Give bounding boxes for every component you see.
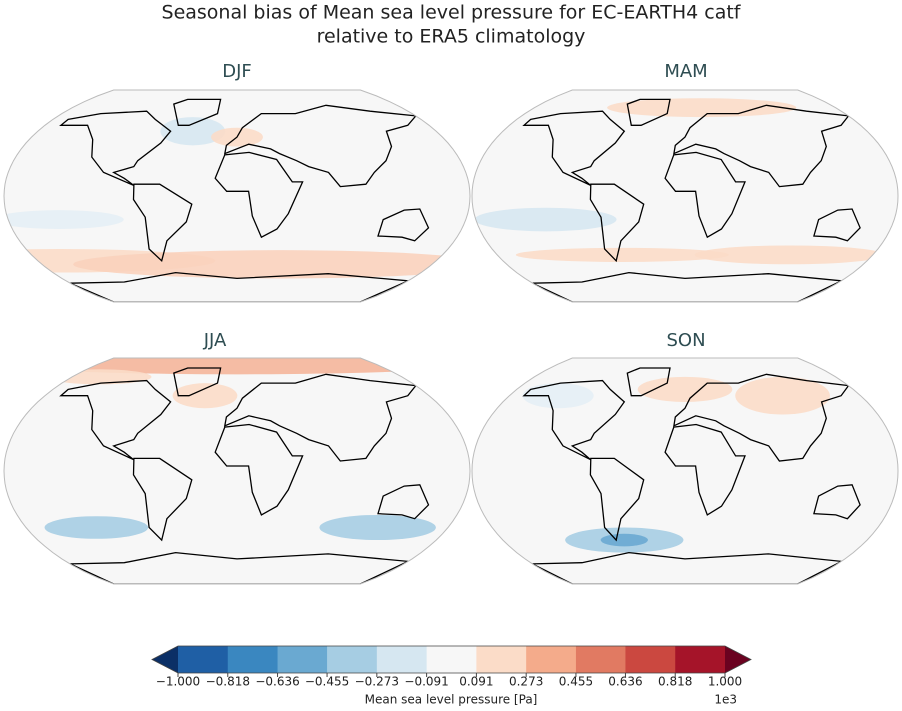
anomaly-area [474,207,617,232]
anomaly-area [522,383,594,409]
map-content [4,98,470,302]
map-border [471,357,899,585]
anomaly-area [515,247,729,262]
coastline [69,271,411,302]
panel-title: DJF [222,61,252,82]
colorbar-offset: 1e3 [714,693,737,707]
map-background [472,90,898,302]
coastline [673,373,850,462]
coastline [813,208,861,242]
coastline [59,379,172,461]
colorbar-bin [625,646,676,673]
map-content [4,358,470,584]
coastline [626,367,671,397]
coastline [132,457,193,542]
coastline [214,423,304,516]
coastline [173,98,222,126]
colorbar-tick-label: −0.636 [255,675,299,689]
colorbar-bin [526,646,577,673]
figure-title: relative to ERA5 climatology [317,26,586,48]
coastline [132,183,193,263]
colorbar-bin [575,646,626,673]
coastline [532,551,844,584]
map-border [471,89,899,303]
colorbar-tick-label: 1.000 [708,675,742,689]
coastline [673,104,850,188]
colorbar-tick-label: 0.273 [509,675,543,689]
coastline [377,208,430,242]
colorbar-bin [227,646,279,673]
colorbar-bin [675,646,726,673]
map-background [4,90,470,302]
map-background [472,358,898,584]
colorbar-bin [426,646,477,673]
anomaly-area [319,514,436,541]
coastline [377,484,430,520]
colorbar-tick-label: 0.091 [459,675,493,689]
colorbar-label: Mean sea level pressure [Pa] [365,693,538,707]
map-border [3,357,471,585]
panel-title: MAM [664,61,707,82]
coastline [173,367,222,397]
coastline [214,151,304,239]
map-panel: MAM [471,61,899,303]
anomaly-area [607,98,797,118]
map-content [522,367,861,584]
colorbar-tick-label: 0.455 [559,675,593,689]
anomaly-area [4,358,470,375]
anomaly-area [73,250,470,279]
map-panel: DJF [3,61,471,303]
colorbar-tick-label: −0.818 [206,675,250,689]
coastline [223,373,418,462]
colorbar-bin [327,646,378,673]
map-border [3,89,471,303]
panel-title: SON [666,330,705,351]
anomaly-area [160,117,226,146]
coastline [589,457,645,542]
colorbar-bin [376,646,428,673]
colorbar-tick-label: −0.091 [404,675,448,689]
coastline [522,110,626,186]
coastline [626,98,671,126]
coastline [664,423,746,516]
maps: DJF MAM JJA SON [3,61,899,585]
map-content [474,98,885,302]
coastline [813,484,861,520]
map-background [4,358,470,584]
coastline [69,551,411,584]
coastline [522,379,626,461]
map-panel: JJA [3,330,471,585]
anomaly-area [637,376,733,402]
anomaly-area [600,533,648,547]
coastline [223,104,418,188]
colorbar-bin [178,646,229,673]
anomaly-area [694,245,885,265]
colorbar-tick-label: −0.455 [305,675,349,689]
colorbar-tick-label: 0.636 [608,675,642,689]
anomaly-area [735,376,830,415]
panel-title: JJA [203,330,227,351]
colorbar-tick-label: 0.818 [658,675,692,689]
coastline [59,110,172,186]
colorbar-bin [277,646,328,673]
colorbar-extend-under [152,646,178,673]
figure-title: Seasonal bias of Mean sea level pressure… [162,2,742,24]
anomaly-area [4,210,124,229]
colorbar-tick-label: −0.273 [355,675,399,689]
map-panel: SON [471,330,899,585]
colorbar-extend-over [725,646,751,673]
anomaly-area [172,383,238,409]
anomaly-area [44,516,149,539]
coastline [589,183,645,263]
colorbar-bin [476,646,527,673]
colorbar: −1.000 −0.818 −0.636 −0.455 −0.273 −0.091 0.09… [151,645,752,689]
colorbar-tick-label: −1.000 [156,675,200,689]
coastline [532,271,844,302]
coastline [664,151,746,239]
